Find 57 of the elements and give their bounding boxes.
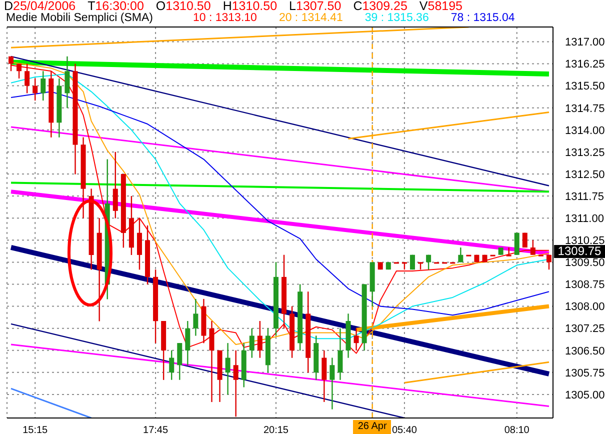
y-tick-label: 1315.50 [565,80,605,93]
candlestick [233,350,238,418]
text: 78 : 1315.04 [450,12,515,24]
candlestick [136,217,142,270]
y-tick-label: 1311.75 [565,190,604,203]
candlestick [546,254,552,270]
y-tick-label: 1309.50 [565,257,605,270]
y-tick-label: 1308.00 [565,301,605,314]
candlestick [257,320,262,358]
candlestick [16,63,22,80]
candlestick [330,357,335,410]
y-tick-label: 1316.25 [565,58,605,71]
candlestick [354,328,359,352]
candlestick [458,246,464,263]
x-tick-label: 17:45 [143,425,168,434]
candlestick [24,63,30,94]
chart-title: D25/04/2006 T16:30:00 O1310.50 H1310.50 L1307.50 C1309.25 V58195 [4,0,463,13]
y-tick-label: 1317.00 [565,36,605,49]
y-tick-label: 1312.50 [565,168,605,181]
candlestick [209,320,214,403]
x-tick-label: 20:15 [263,425,289,434]
x-tick-label: 08:10 [504,425,530,434]
candlestick [514,232,520,256]
candlestick [249,328,254,358]
y-tick-label: 1314.75 [565,102,605,115]
text: 1309.75 [554,244,605,258]
x-tick-label: 26 Apr [353,420,392,434]
y-tick-label: 1307.25 [565,323,605,336]
y-tick-label: 1305.00 [565,389,605,402]
y-tick-label: 1313.25 [565,146,605,159]
text: 10 : 1313.10 [192,12,257,24]
candlestick [177,342,182,380]
candlestick [193,298,198,336]
candlestick [8,56,14,72]
y-tick-label: 1306.50 [565,345,605,358]
y-tick-label: 1314.00 [565,124,605,137]
x-tick-label: 15:15 [22,425,48,434]
candlestick [40,70,46,102]
candlestick [530,240,536,256]
text: 39 : 1315.36 [364,12,429,24]
candlestick [338,328,343,381]
line-series [10,91,550,316]
x-tick-label: 05:40 [392,425,418,434]
candlestick [64,56,70,109]
y-tick-label: 1308.75 [565,279,605,292]
candlestick [426,254,432,270]
candlestick [112,151,118,219]
y-tick-label: 1311.00 [565,212,604,225]
candlestick [169,350,174,380]
candlestick [322,350,327,403]
candlestick [506,246,512,256]
candlestick [225,342,230,396]
text: 20 : 1314.41 [278,12,343,24]
chart-subtitle: Medie Mobili Semplici (SMA) [6,12,153,24]
y-tick-label: 1305.75 [565,367,605,380]
candlestick [32,78,38,102]
candlestick [185,320,190,366]
